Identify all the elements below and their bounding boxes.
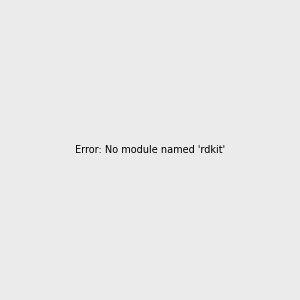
Text: Error: No module named 'rdkit': Error: No module named 'rdkit'	[75, 145, 225, 155]
